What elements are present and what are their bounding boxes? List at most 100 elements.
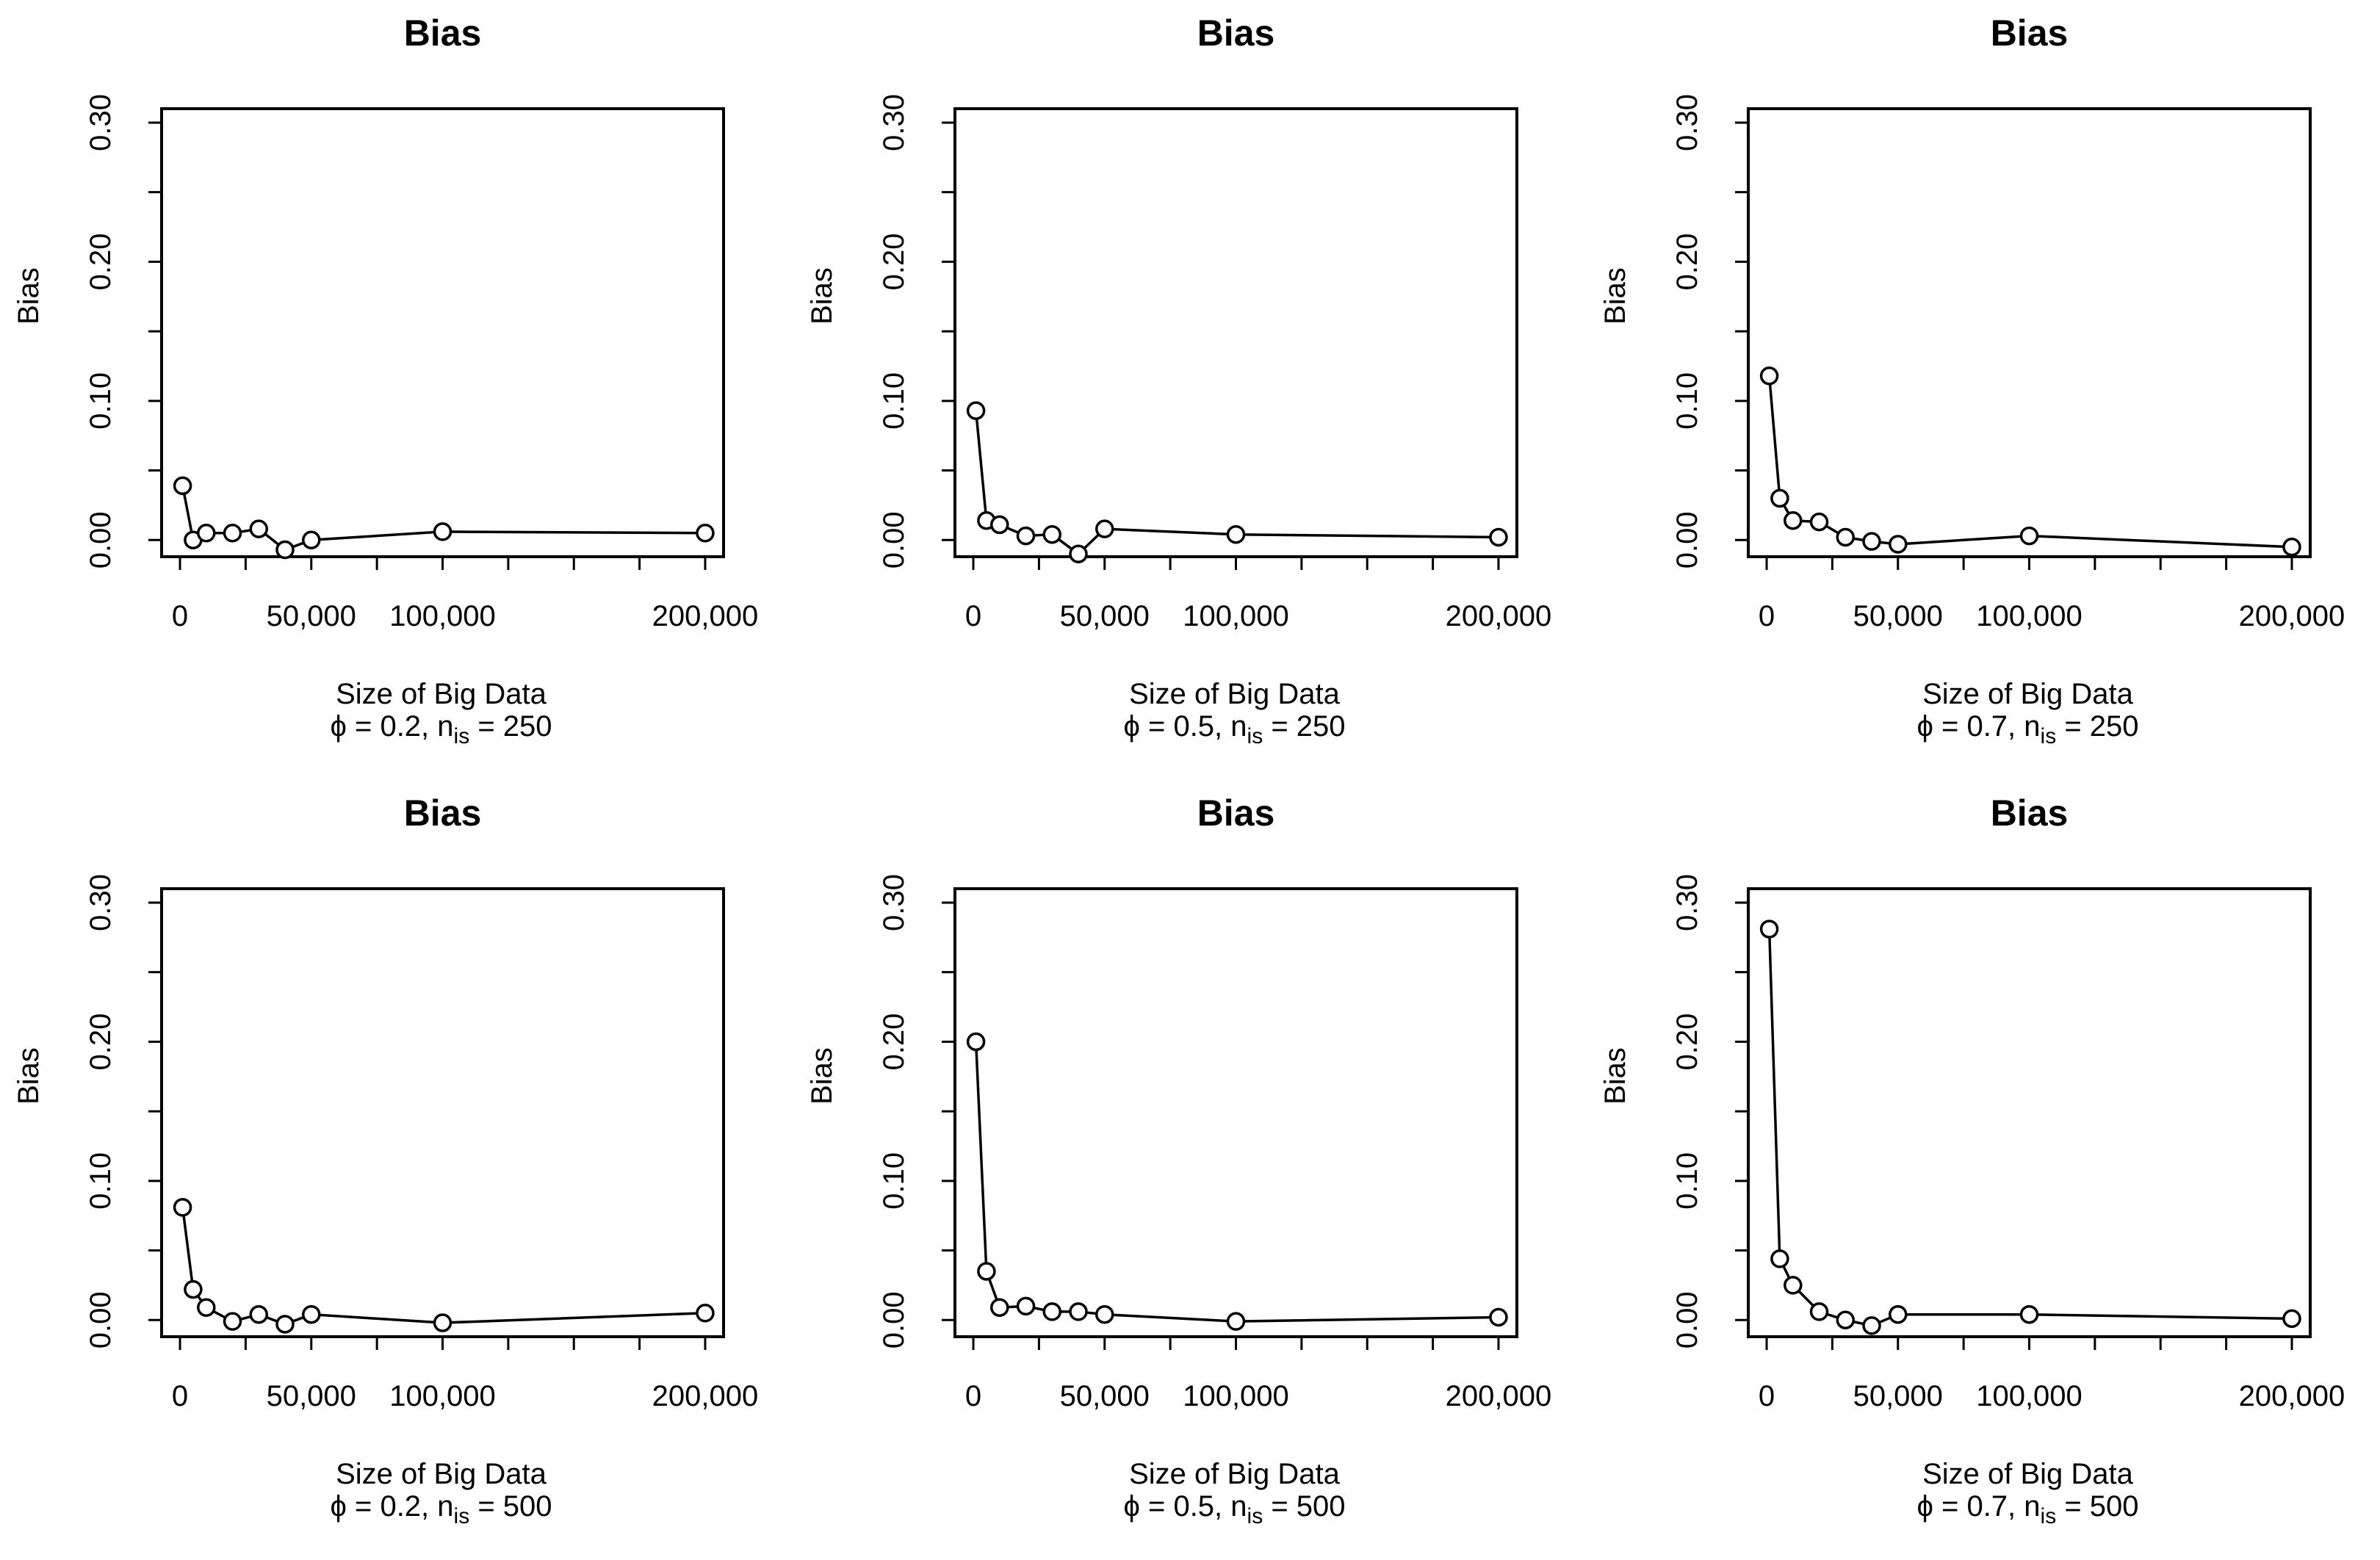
- chart-panel-phi-0.2-nis-250: Bias 0.00 0.10 0.20 0.30 0 50,000 100,000 200,00…: [0, 0, 793, 780]
- chart-title: Bias: [1991, 12, 2069, 54]
- chart-title: Bias: [1197, 792, 1275, 834]
- x-tick-label: 0: [1759, 1380, 1775, 1412]
- x-tick-label: 100,000: [389, 600, 496, 632]
- y-tick-label: 0.30: [84, 874, 117, 931]
- data-point: [2282, 537, 2301, 557]
- y-axis-label: Bias: [1599, 1047, 1631, 1105]
- data-point: [1862, 1316, 1881, 1335]
- y-tick-label: 0.30: [878, 94, 910, 151]
- data-point: [966, 1032, 986, 1052]
- chart-title: Bias: [404, 792, 482, 834]
- x-tick-label: 100,000: [389, 1380, 496, 1412]
- chart-svg: Bias 0.00 0.10 0.20 0.30 0 50,000 100,000 200,00…: [12, 792, 759, 1528]
- data-point: [1069, 1302, 1088, 1321]
- subtitle-subscript: is: [1247, 724, 1263, 748]
- subtitle-prefix: ϕ = 0.7, n: [1916, 710, 2040, 743]
- y-axis-label: Bias: [12, 267, 45, 325]
- data-point: [1226, 524, 1246, 544]
- data-point: [2019, 526, 2039, 546]
- data-point: [275, 540, 295, 560]
- y-axis-label: Bias: [12, 1047, 45, 1105]
- x-tick-label: 0: [172, 1380, 188, 1412]
- y-axis-label: Bias: [806, 267, 838, 325]
- chart-svg: Bias 0.00 0.10 0.20 0.30 0 50,000 100,000 200,00…: [806, 792, 1552, 1528]
- x-axis-label: Size of Big Data: [1922, 678, 2134, 710]
- subtitle-prefix: ϕ = 0.2, n: [330, 1490, 453, 1523]
- subtitle-prefix: ϕ = 0.2, n: [330, 710, 453, 743]
- x-tick-label: 200,000: [2239, 1380, 2345, 1412]
- subtitle-suffix: = 250: [469, 710, 552, 743]
- x-tick-label: 0: [965, 1380, 981, 1412]
- y-tick-label: 0.00: [84, 1291, 117, 1348]
- plot-frame: [953, 887, 1518, 1338]
- data-point: [2282, 1309, 2301, 1329]
- series-line: [1767, 928, 2293, 1327]
- x-tick-label: 50,000: [267, 600, 356, 632]
- data-point: [990, 1298, 1009, 1317]
- plot-frame: [1747, 107, 2312, 558]
- x-tick-label: 50,000: [1853, 1380, 1943, 1412]
- chart-svg: Bias 0.00 0.10 0.20 0.30 0 50,000 100,000 200,00…: [12, 12, 758, 748]
- y-tick-label: 0.00: [84, 511, 117, 568]
- data-point: [990, 515, 1009, 535]
- data-point: [2019, 1304, 2039, 1324]
- y-tick-label: 0.30: [878, 874, 910, 931]
- data-point: [1809, 512, 1829, 532]
- data-point: [197, 1298, 216, 1317]
- plot-frame: [953, 107, 1518, 558]
- data-point: [1095, 1304, 1114, 1324]
- subtitle-prefix: ϕ = 0.5, n: [1123, 710, 1247, 743]
- data-point: [184, 1279, 203, 1299]
- plot-frame: [160, 107, 725, 558]
- x-tick-label: 50,000: [267, 1380, 356, 1412]
- series-line: [1767, 375, 2293, 549]
- chart-panel-phi-0.2-nis-500: Bias 0.00 0.10 0.20 0.30 0 50,000 100,000 200,00…: [0, 780, 793, 1560]
- data-point: [1226, 1312, 1246, 1331]
- subtitle-suffix: = 500: [1263, 1490, 1345, 1523]
- data-point: [302, 1304, 321, 1324]
- y-tick-label: 0.10: [1671, 1152, 1703, 1210]
- data-point: [1759, 920, 1779, 939]
- x-tick-label: 100,000: [1976, 600, 2082, 632]
- x-tick-label: 200,000: [652, 1380, 759, 1412]
- data-point: [223, 1312, 242, 1331]
- data-point: [302, 530, 321, 550]
- x-tick-label: 200,000: [1446, 1380, 1552, 1412]
- data-point: [275, 1315, 295, 1334]
- chart-svg: Bias 0.00 0.10 0.20 0.30 0 50,000 100,000 200,00…: [806, 12, 1552, 748]
- chart-panel-phi-0.5-nis-250: Bias 0.00 0.10 0.20 0.30 0 50,000 100,000 200,00…: [793, 0, 1587, 780]
- chart-panel-phi-0.7-nis-500: Bias 0.00 0.10 0.20 0.30 0 50,000 100,000 200,00…: [1587, 780, 2380, 1560]
- y-tick-label: 0.00: [1671, 511, 1703, 568]
- panel-subtitle: ϕ = 0.2, nis = 250: [330, 710, 552, 748]
- data-point: [977, 1262, 996, 1281]
- data-point: [197, 524, 216, 543]
- x-tick-label: 100,000: [1183, 1380, 1289, 1412]
- data-point: [1784, 1276, 1803, 1295]
- data-point: [1016, 526, 1036, 546]
- x-tick-label: 50,000: [1853, 600, 1943, 632]
- subtitle-prefix: ϕ = 0.5, n: [1123, 1490, 1247, 1523]
- subtitle-subscript: is: [1247, 1504, 1263, 1528]
- x-tick-label: 0: [172, 600, 188, 632]
- data-point: [1784, 510, 1803, 530]
- subtitle-subscript: is: [2041, 724, 2057, 748]
- y-tick-label: 0.00: [878, 1291, 910, 1348]
- data-point: [249, 519, 269, 538]
- data-point: [1889, 535, 1908, 554]
- panel-subtitle: ϕ = 0.5, nis = 500: [1123, 1490, 1345, 1528]
- chart-title: Bias: [1197, 12, 1275, 54]
- chart-svg: Bias 0.00 0.10 0.20 0.30 0 50,000 100,000 200,00…: [1599, 792, 2345, 1528]
- data-point: [1836, 527, 1856, 547]
- data-point: [1759, 366, 1779, 386]
- data-point: [1489, 527, 1508, 547]
- data-point: [433, 522, 452, 541]
- data-point: [1016, 1296, 1036, 1316]
- x-tick-label: 200,000: [2239, 600, 2345, 632]
- y-tick-label: 0.10: [84, 372, 117, 430]
- chart-panel-phi-0.5-nis-500: Bias 0.00 0.10 0.20 0.30 0 50,000 100,000 200,00…: [793, 780, 1587, 1560]
- chart-svg: Bias 0.00 0.10 0.20 0.30 0 50,000 100,000 200,00…: [1599, 12, 2345, 748]
- x-tick-label: 100,000: [1183, 600, 1289, 632]
- x-tick-label: 200,000: [1446, 600, 1552, 632]
- data-point: [696, 524, 715, 543]
